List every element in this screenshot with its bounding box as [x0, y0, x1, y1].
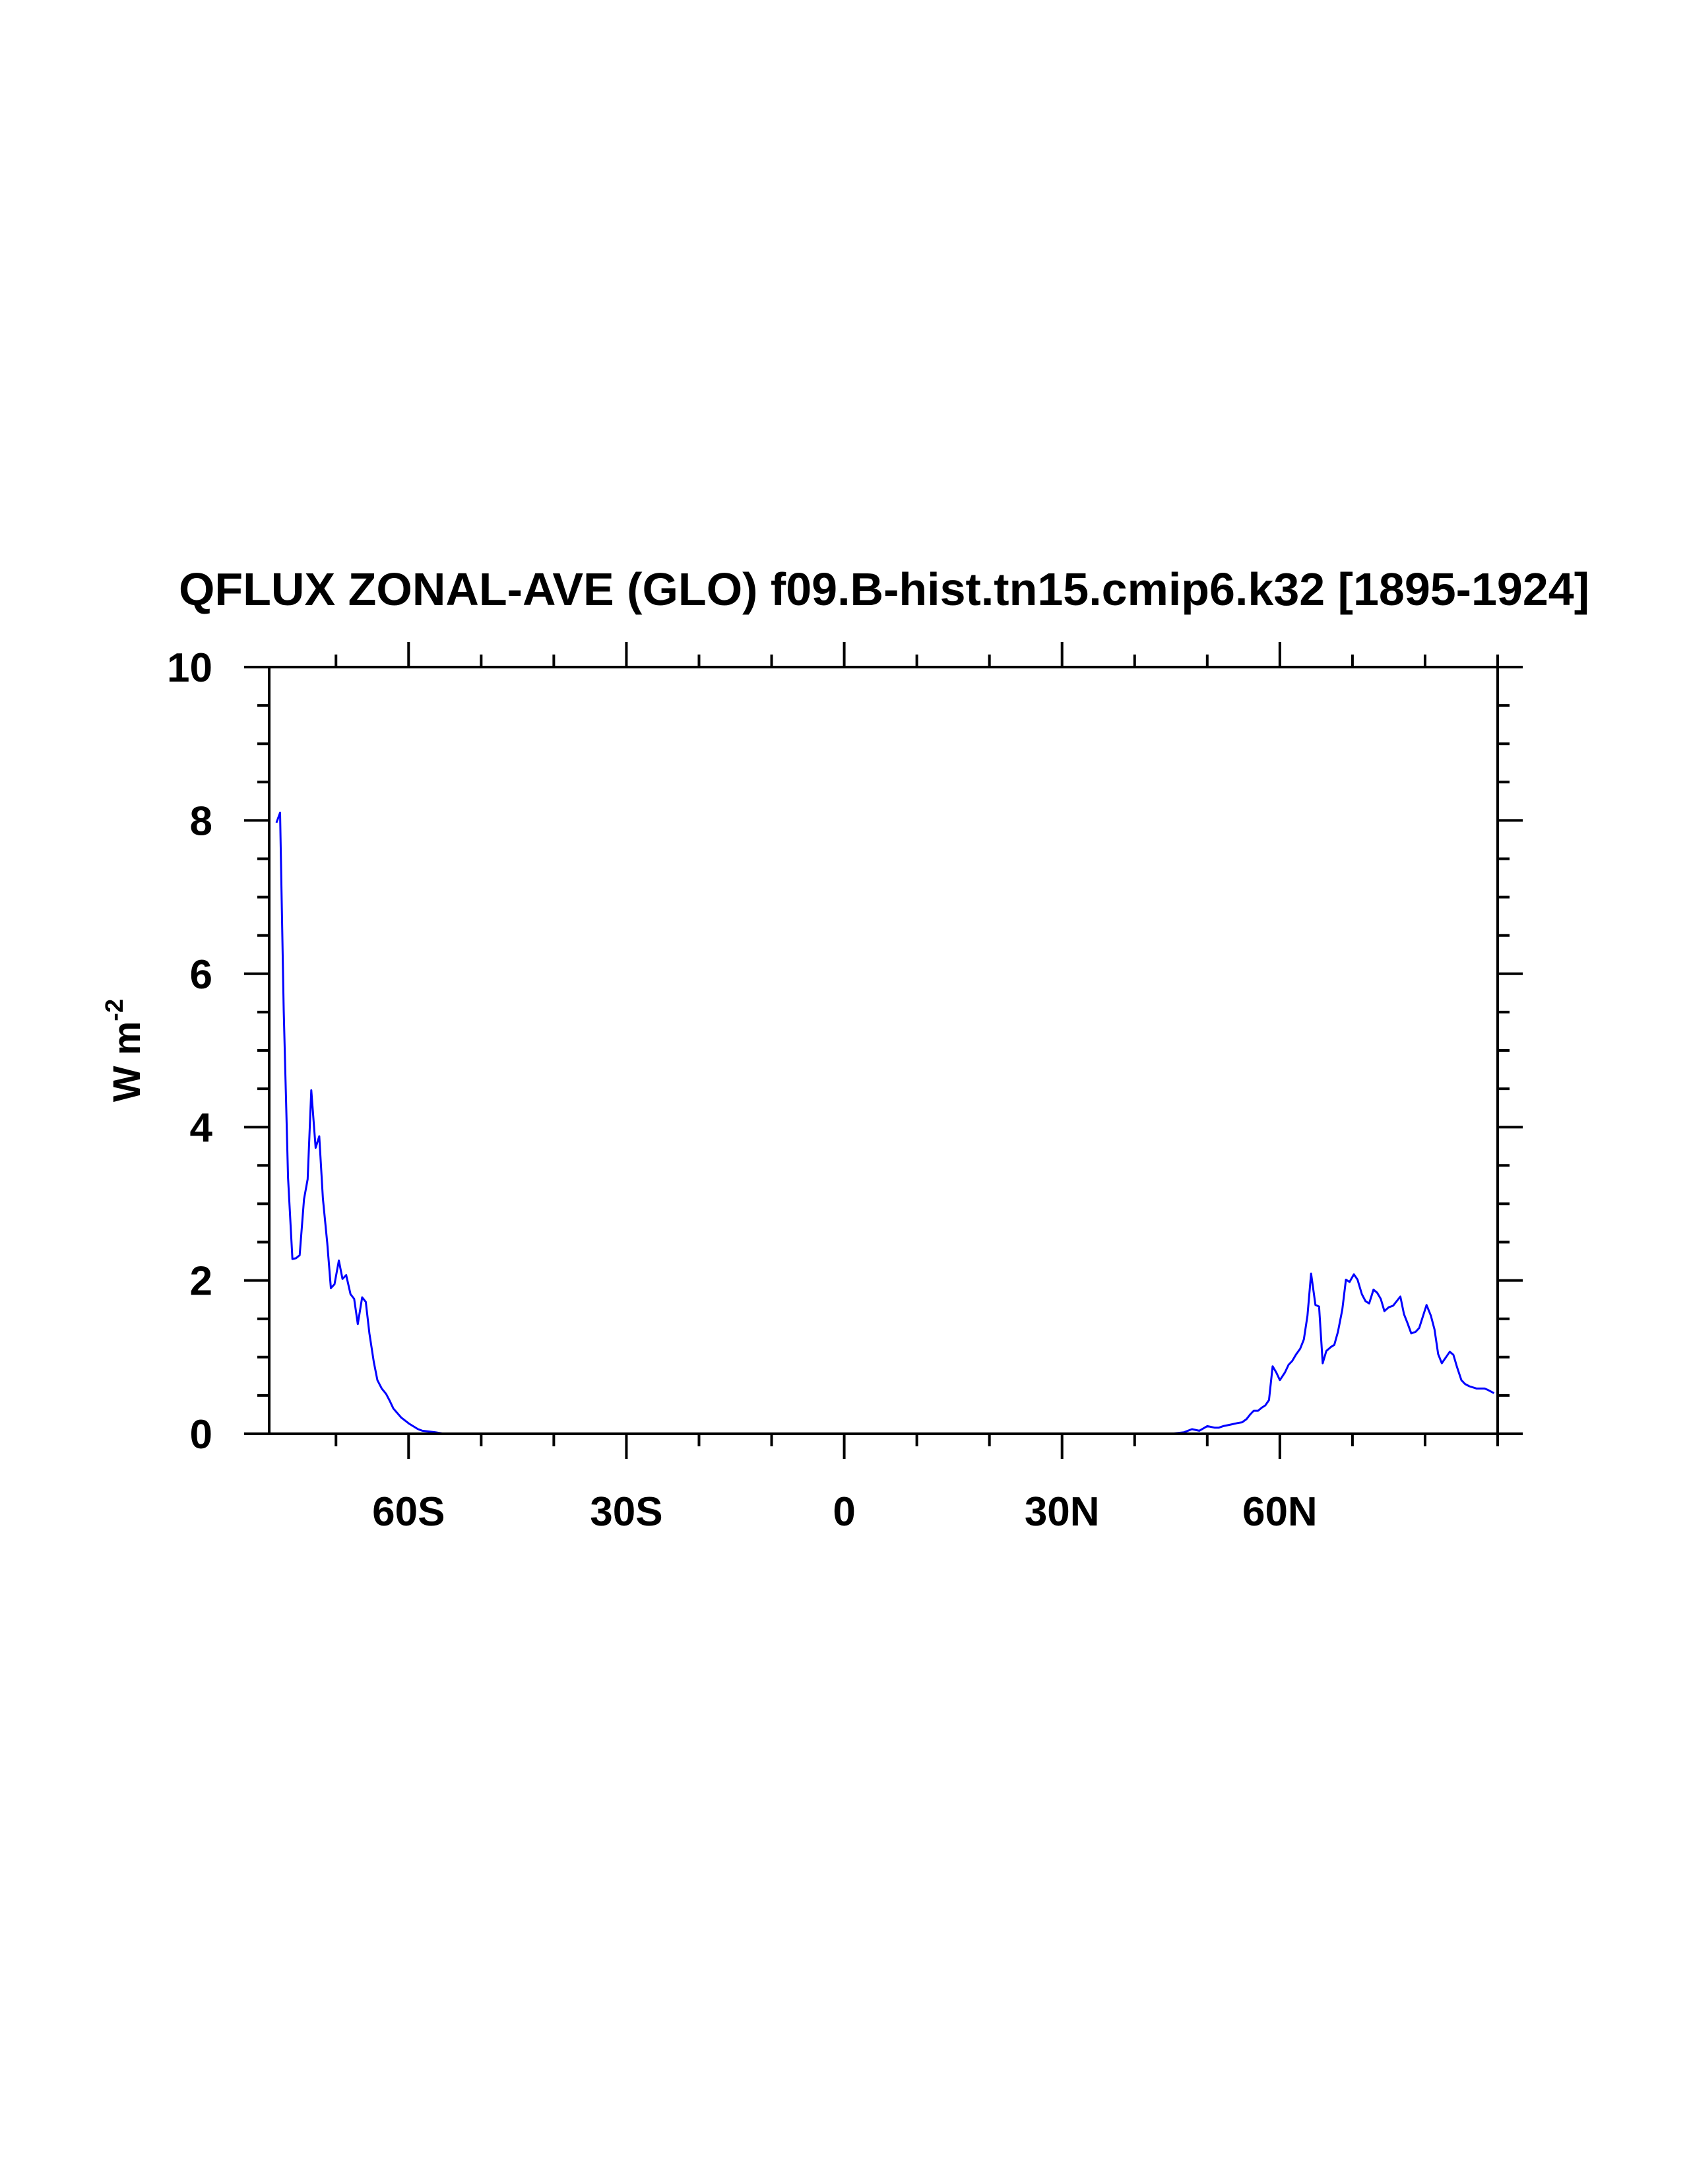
y-tick-label: 10 [167, 645, 212, 691]
y-tick-label: 8 [190, 798, 212, 844]
y-tick-label: 4 [190, 1105, 213, 1151]
y-axis-label-text: W m [106, 1021, 148, 1102]
y-axis-label-exponent: -2 [101, 999, 129, 1021]
plot-frame [268, 666, 1499, 1435]
x-tick-label: 30S [590, 1489, 662, 1535]
y-axis-label: W m-2 [101, 999, 148, 1102]
series-line-qflux [275, 812, 1495, 1435]
x-tick-label: 0 [833, 1489, 855, 1535]
x-tick-label: 60N [1242, 1489, 1318, 1535]
y-tick-label: 0 [190, 1412, 212, 1458]
tick-labels: 60S 30S 0 30N 60N 0 2 4 6 8 10 [167, 645, 1318, 1535]
axis-ticks [244, 642, 1523, 1459]
x-tick-label: 30N [1025, 1489, 1100, 1535]
chart-title: QFLUX ZONAL-AVE (GLO) f09.B-hist.tn15.cm… [179, 563, 1589, 615]
x-tick-label: 60S [372, 1489, 445, 1535]
y-tick-label: 6 [190, 952, 212, 998]
svg-text:W m-2: W m-2 [101, 999, 148, 1102]
y-tick-label: 2 [190, 1259, 212, 1304]
